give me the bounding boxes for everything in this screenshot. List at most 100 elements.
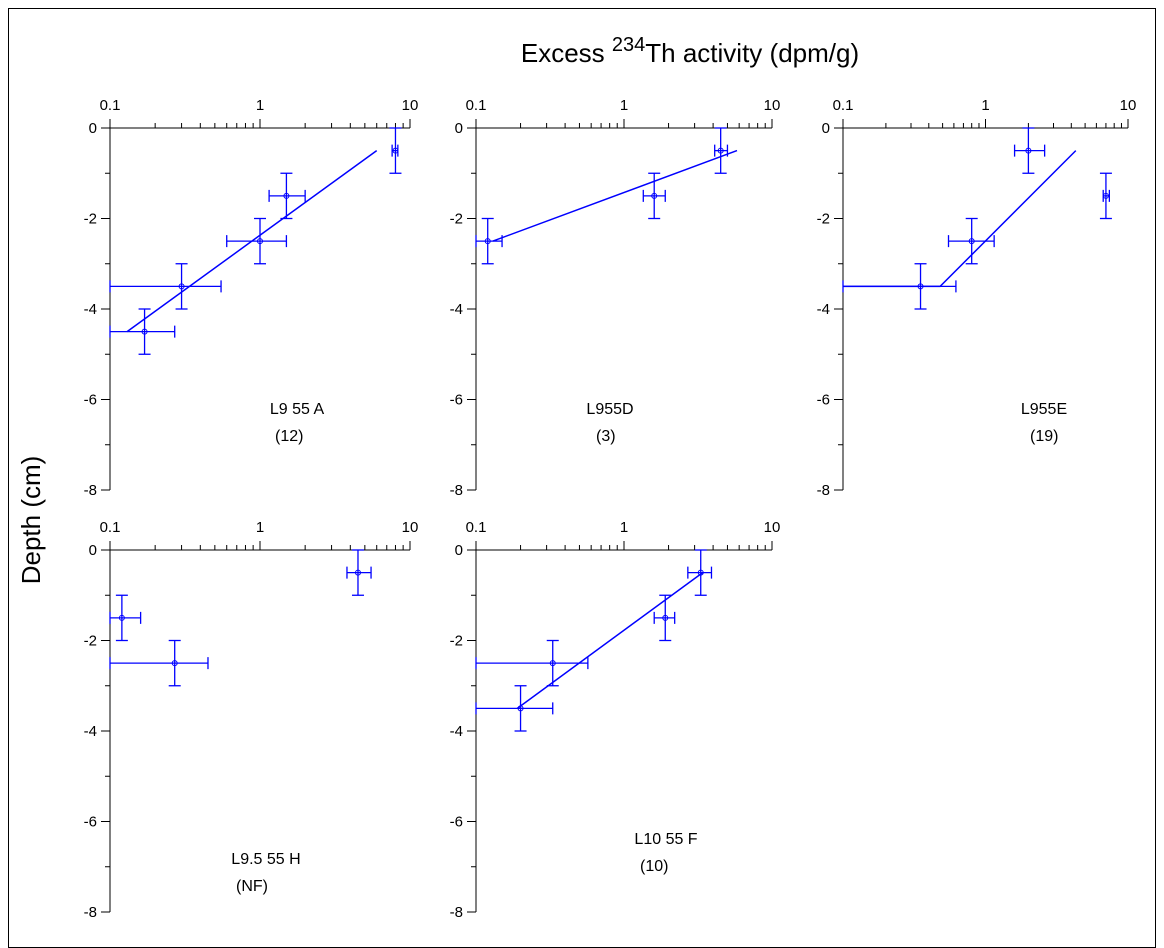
point-marker <box>257 238 263 245</box>
point-marker <box>1102 192 1109 199</box>
data-point <box>475 217 503 265</box>
x-tick-label: 0.1 <box>833 97 854 114</box>
y-tick-label: -8 <box>84 482 97 499</box>
y-tick-label: -8 <box>450 904 463 921</box>
y-tick-label: -6 <box>817 392 830 409</box>
panel-4: 0.1 1 10 0 -2 -4 -6 -8 L10 55 F (10) <box>450 519 781 921</box>
x-tick-label: 10 <box>402 519 419 536</box>
fit-line <box>516 571 704 710</box>
fit-line <box>843 150 1077 288</box>
title-prefix: Excess <box>521 38 612 68</box>
data-point <box>642 172 666 220</box>
data-point <box>109 263 222 310</box>
y-tick-label: -4 <box>84 723 97 740</box>
data-point <box>109 639 209 687</box>
data-point <box>475 639 589 687</box>
panel-0: 0.1 1 10 0 -2 -4 -6 -8 L9 55 A (12) <box>84 97 419 499</box>
panel-label: L9.5 55 H <box>231 851 300 868</box>
x-tick-label: 10 <box>1120 97 1137 114</box>
figure-title: Excess 234Th activity (dpm/g) <box>521 34 859 68</box>
point-marker <box>968 238 975 245</box>
x-tick-label: 1 <box>256 519 264 536</box>
y-tick-label: -2 <box>817 211 830 228</box>
x-tick-label: 0.1 <box>466 97 487 114</box>
y-tick-label: -6 <box>450 814 463 831</box>
x-tick-label: 1 <box>620 519 628 536</box>
x-tick-label: 10 <box>764 519 781 536</box>
y-tick-label: -2 <box>450 211 463 228</box>
point-marker <box>662 614 669 621</box>
point-marker <box>118 614 125 621</box>
y-tick-label: -4 <box>450 301 463 318</box>
y-axis-label: Depth (cm) <box>16 456 46 585</box>
data-point <box>687 549 713 596</box>
data-point <box>389 127 402 174</box>
data-point <box>109 308 176 355</box>
point-marker <box>392 147 399 154</box>
point-marker <box>141 328 148 335</box>
y-tick-label: 0 <box>89 120 97 137</box>
y-tick-label: -8 <box>817 482 830 499</box>
chart-figure: Excess 234Th activity (dpm/g) Depth (cm)… <box>16 34 1137 921</box>
fit-line <box>492 149 738 242</box>
panel-label: L955D <box>586 401 633 418</box>
y-tick-label: 0 <box>455 542 463 559</box>
point-marker <box>549 660 556 667</box>
y-tick-label: 0 <box>455 120 463 137</box>
data-point <box>346 549 372 596</box>
panel-note: (12) <box>275 428 303 445</box>
y-tick-label: 0 <box>822 120 830 137</box>
y-tick-label: -6 <box>450 392 463 409</box>
data-point <box>268 172 306 220</box>
y-tick-label: -2 <box>84 633 97 650</box>
y-tick-label: -6 <box>84 814 97 831</box>
point-marker <box>283 192 290 199</box>
panel-note: (3) <box>596 428 616 445</box>
point-marker <box>354 569 361 576</box>
data-point <box>947 217 995 265</box>
panel-2: 0.1 1 10 0 -2 -4 -6 -8 L955E (19) <box>817 97 1137 499</box>
y-tick-label: -2 <box>84 211 97 228</box>
y-tick-label: -2 <box>450 633 463 650</box>
data-point <box>1013 127 1046 174</box>
title-suffix: Th activity (dpm/g) <box>645 38 859 68</box>
x-tick-label: 1 <box>620 97 628 114</box>
x-tick-label: 0.1 <box>466 519 487 536</box>
y-tick-label: -8 <box>84 904 97 921</box>
panel-label: L9 55 A <box>270 401 325 418</box>
y-tick-label: -8 <box>450 482 463 499</box>
panel-note: (NF) <box>236 878 268 895</box>
title-superscript: 234 <box>612 34 645 56</box>
panel-note: (19) <box>1030 428 1058 445</box>
point-marker <box>171 660 178 667</box>
panel-label: L10 55 F <box>634 831 697 848</box>
point-marker <box>178 283 185 290</box>
y-tick-label: -4 <box>450 723 463 740</box>
panels-group: 0.1 1 100-2-4-6-8L9 55 A(12)0.1 1 100-2-4-6-… <box>84 97 1137 921</box>
x-tick-label: 10 <box>402 97 419 114</box>
x-tick-label: 1 <box>256 97 264 114</box>
y-tick-label: -4 <box>84 301 97 318</box>
x-tick-label: 10 <box>764 97 781 114</box>
y-tick-label: -4 <box>817 301 830 318</box>
data-point <box>1099 172 1112 220</box>
data-point <box>475 685 554 732</box>
point-marker <box>1025 147 1032 154</box>
point-marker <box>917 283 924 290</box>
data-point <box>653 594 676 642</box>
panel-1: 0.1 1 10 0 -2 -4 -6 -8 L955D (3) <box>450 97 781 499</box>
data-point <box>714 127 729 174</box>
point-marker <box>517 705 524 712</box>
point-marker <box>484 238 491 245</box>
data-point <box>226 217 288 265</box>
y-tick-label: -6 <box>84 392 97 409</box>
point-marker <box>651 192 658 199</box>
data-point <box>842 263 957 310</box>
panel-3: 0.1 1 10 0 -2 -4 -6 -8 L9.5 55 H (NF) <box>84 519 419 921</box>
x-tick-label: 1 <box>981 97 989 114</box>
data-point <box>109 594 142 642</box>
y-tick-label: 0 <box>89 542 97 559</box>
panel-label: L955E <box>1021 401 1067 418</box>
panel-note: (10) <box>640 858 668 875</box>
x-tick-label: 0.1 <box>100 97 121 114</box>
